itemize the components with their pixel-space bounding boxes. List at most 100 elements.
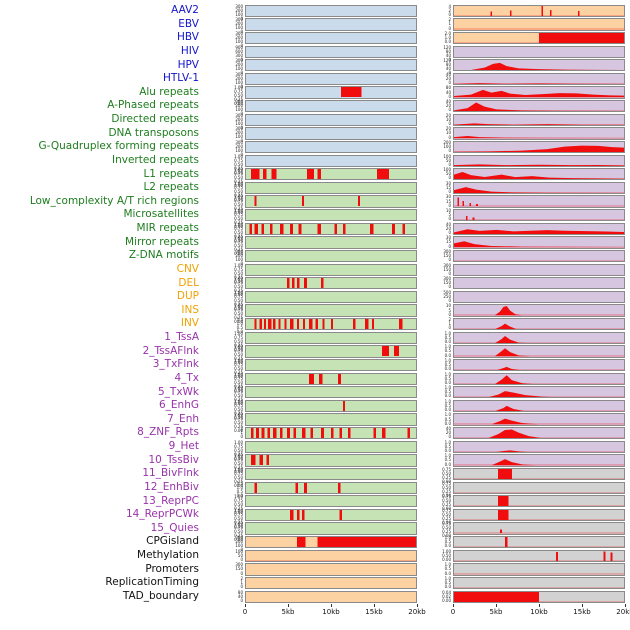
y-axis-ticks: 0.75 0.50 0.25 0.00 <box>417 467 453 483</box>
y-tick-label: 0.75 <box>234 457 243 463</box>
y-tick-label: 0 <box>448 93 451 99</box>
left-track-panel <box>245 209 417 222</box>
x-tick-mark <box>582 603 583 607</box>
y-tick-label: 0.25 <box>234 192 243 198</box>
track-label: INV <box>180 317 199 330</box>
y-axis-ticks: 300 200 100 0 <box>205 249 245 265</box>
y-tick-label: 0 <box>448 107 451 113</box>
y-tick-label: 0 <box>240 138 243 144</box>
track-label: 11_BivFlnk <box>142 467 199 480</box>
y-tick-label: 0.00 <box>234 401 243 407</box>
y-tick-label: 0 <box>448 80 451 86</box>
y-tick-label: 0 <box>240 260 243 266</box>
y-tick-label: 0 <box>448 25 451 31</box>
x-tick-label: 0 <box>450 607 456 616</box>
y-tick-label: 0 <box>448 56 451 62</box>
y-tick-label: 1.0 <box>444 385 451 391</box>
y-tick-label: 0 <box>240 556 243 562</box>
track-row: HBV 300 200 100 0 2.0 1.0 0.0 <box>0 31 630 47</box>
y-axis-ticks: 1.0 0.5 0.0 <box>417 413 453 425</box>
y-tick-label: 2 <box>448 17 451 23</box>
y-axis-ticks: 1.00 0.75 0.50 0.25 0.00 <box>205 263 245 283</box>
y-tick-label: 250 <box>443 293 451 299</box>
y-tick-label: 300 <box>235 112 243 118</box>
y-tick-label: 0.50 <box>234 352 243 358</box>
y-axis-ticks: 80 40 0 <box>417 86 453 98</box>
y-tick-label: 0 <box>240 584 243 590</box>
right-track-panel <box>453 522 625 535</box>
y-tick-label: 0.0 <box>444 393 451 399</box>
y-tick-label: 0.5 <box>444 334 451 340</box>
y-tick-label: 40 <box>445 66 451 72</box>
y-axis-ticks: 1.00 0.75 0.50 0.25 0.00 <box>205 236 245 256</box>
track-label: L2 repeats <box>143 181 199 194</box>
y-axis-ticks: 1.0 0.5 0.0 <box>417 440 453 453</box>
track-label: 7_Enh <box>167 412 199 425</box>
y-tick-label: 20 <box>445 126 451 132</box>
y-tick-label: 0.0 <box>444 584 451 590</box>
y-tick-label: 0.00 <box>234 482 243 488</box>
y-axis-ticks: 1.00 0.75 0.50 0.25 0.00 <box>205 467 245 487</box>
left-track-panel <box>245 249 417 263</box>
y-axis-ticks: 120 80 40 0 <box>417 59 453 75</box>
y-tick-label: 1.00 <box>234 439 243 445</box>
left-track-panel <box>245 318 417 331</box>
y-axis-ticks: 1.00 0.50 0.00 <box>417 549 453 562</box>
y-tick-label: 1.0 <box>444 371 451 377</box>
right-track-panel <box>453 358 625 372</box>
y-tick-label: 0.25 <box>234 356 243 362</box>
track-row: HTLV-1 300 200 100 0 40 20 0 <box>0 71 630 88</box>
right-track-panel <box>453 249 625 263</box>
y-tick-label: 0.50 <box>234 393 243 399</box>
y-axis-ticks: 30 15 0 <box>417 236 453 248</box>
y-tick-label: 0.50 <box>442 552 451 558</box>
left-track-panel <box>245 399 417 413</box>
y-tick-label: 0.04 <box>442 589 451 595</box>
y-tick-label: 0.50 <box>234 447 243 453</box>
y-tick-label: 0.75 <box>234 184 243 190</box>
y-tick-label: 100 <box>235 107 243 113</box>
y-tick-label: 0 <box>240 56 243 62</box>
track-label: HIV <box>180 44 199 57</box>
track-label: Mirror repeats <box>125 235 199 248</box>
y-tick-label: 0 <box>240 70 243 76</box>
y-axis-ticks: 40 20 0 <box>417 100 453 112</box>
left-track-panel <box>245 467 417 481</box>
y-axis-ticks: 10 5 0 <box>417 304 453 316</box>
y-tick-label: 0.50 <box>234 243 243 249</box>
y-tick-label: 0.50 <box>234 502 243 508</box>
y-tick-label: 0.25 <box>234 410 243 416</box>
right-track-panel <box>453 290 625 304</box>
y-tick-label: 1.00 <box>234 289 243 295</box>
y-tick-label: 0.5 <box>444 402 451 408</box>
left-track-panel <box>245 508 417 522</box>
y-tick-label: 0 <box>448 325 451 331</box>
track-label: TAD_boundary <box>122 589 199 602</box>
right-track-panel <box>453 277 625 290</box>
y-tick-label: 0.75 <box>234 511 243 517</box>
right-track-panel <box>453 495 625 508</box>
y-tick-label: 5 <box>448 307 451 313</box>
right-track-panel <box>453 195 625 208</box>
y-axis-ticks: 200 100 0 <box>417 140 453 153</box>
y-tick-label: 1.0 <box>444 535 451 541</box>
y-tick-label: 0 <box>448 311 451 317</box>
right-track-panel <box>453 454 625 467</box>
right-track-panel <box>453 113 625 126</box>
y-tick-label: 0.25 <box>234 315 243 321</box>
left-track-panel <box>245 100 417 113</box>
y-tick-label: 300 <box>235 71 243 77</box>
y-tick-label: 0.75 <box>442 480 451 486</box>
y-tick-label: 40 <box>445 426 451 432</box>
y-tick-label: 0.75 <box>234 280 243 286</box>
y-tick-label: 150 <box>235 566 243 572</box>
y-axis-ticks: 1.0 0.5 0.0 <box>417 331 453 344</box>
y-axis-ticks: 1.5 1.0 0.5 0.0 <box>205 481 245 497</box>
y-tick-label: 1.0 <box>444 412 451 418</box>
y-tick-label: 0.25 <box>442 488 451 494</box>
y-tick-label: 0.75 <box>442 521 451 527</box>
y-tick-label: 200 <box>235 252 243 258</box>
track-row: 14_ReprPCWk 1.00 0.75 0.50 0.25 0.00 0.75 0.50 0… <box>0 508 630 528</box>
right-track-panel <box>453 508 625 522</box>
